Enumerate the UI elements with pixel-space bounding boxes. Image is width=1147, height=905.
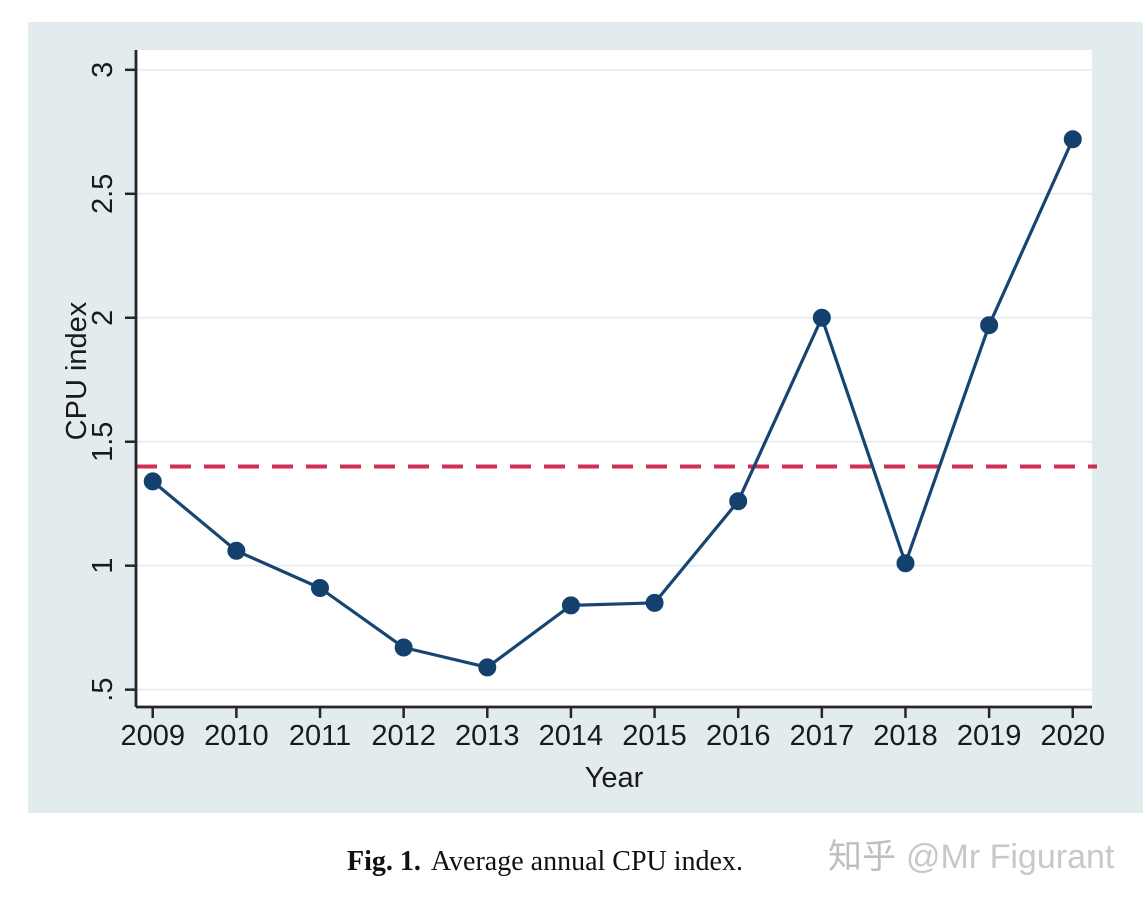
x-tick-label: 2016 bbox=[706, 720, 771, 752]
x-tick-label: 2017 bbox=[790, 720, 855, 752]
x-tick-label: 2009 bbox=[120, 720, 185, 752]
x-tick-label: 2010 bbox=[204, 720, 269, 752]
tick-labels-layer: .5 1 1.5 2 2.5 3 2009 2010 2011 2012 2013 2014 2015 2… bbox=[87, 62, 1105, 752]
caption-text: Average annual CPU index. bbox=[430, 846, 743, 877]
data-point-marker bbox=[143, 472, 162, 491]
figure-caption: Fig. 1. Average annual CPU index. bbox=[347, 846, 743, 878]
data-point-marker bbox=[394, 638, 413, 657]
data-point-marker bbox=[812, 308, 831, 327]
zhihu-logo-text: 知乎 bbox=[828, 838, 896, 876]
figure-number: Fig. 1. bbox=[347, 846, 421, 877]
x-tick-label: 2018 bbox=[873, 720, 938, 752]
y-tick-label: 2 bbox=[87, 310, 119, 326]
data-point-marker bbox=[645, 593, 664, 612]
x-axis-title: Year bbox=[585, 762, 644, 794]
ticks-layer bbox=[125, 68, 1075, 718]
x-tick-label: 2011 bbox=[289, 720, 351, 752]
cpu-index-series-line bbox=[151, 137, 1075, 669]
data-point-marker bbox=[311, 578, 330, 597]
data-point-marker bbox=[561, 596, 580, 615]
markers-layer bbox=[143, 130, 1082, 677]
y-axis-title: CPU index bbox=[61, 301, 93, 440]
data-point-marker bbox=[478, 658, 497, 677]
y-tick-label: 2.5 bbox=[87, 174, 119, 214]
y-tick-label: .5 bbox=[87, 678, 119, 702]
data-point-marker bbox=[980, 316, 999, 335]
data-point-marker bbox=[1063, 130, 1082, 149]
series-layer bbox=[151, 137, 1075, 669]
x-tick-label: 2015 bbox=[622, 720, 687, 752]
x-tick-label: 2014 bbox=[539, 720, 604, 752]
zhihu-watermark: 知乎 @Mr Figurant bbox=[828, 829, 1114, 878]
plot-area bbox=[136, 50, 1092, 707]
y-tick-label: 1 bbox=[87, 558, 119, 574]
y-tick-label: 1.5 bbox=[87, 422, 119, 462]
gridlines-layer bbox=[136, 68, 1092, 691]
data-point-marker bbox=[896, 554, 915, 573]
x-tick-label: 2019 bbox=[957, 720, 1022, 752]
data-point-marker bbox=[227, 541, 246, 560]
watermark-username: @Mr Figurant bbox=[906, 838, 1115, 876]
chart-canvas: .5 1 1.5 2 2.5 3 2009 2010 2011 2012 2013 2014 2015 2… bbox=[61, 50, 1105, 794]
data-point-marker bbox=[729, 492, 748, 511]
x-tick-label: 2012 bbox=[371, 720, 436, 752]
cpu-index-chart: .5 1 1.5 2 2.5 3 2009 2010 2011 2012 2013 2014 2015 2… bbox=[28, 22, 1143, 813]
x-tick-label: 2013 bbox=[455, 720, 520, 752]
x-tick-label: 2020 bbox=[1041, 720, 1106, 752]
y-tick-label: 3 bbox=[87, 62, 119, 78]
